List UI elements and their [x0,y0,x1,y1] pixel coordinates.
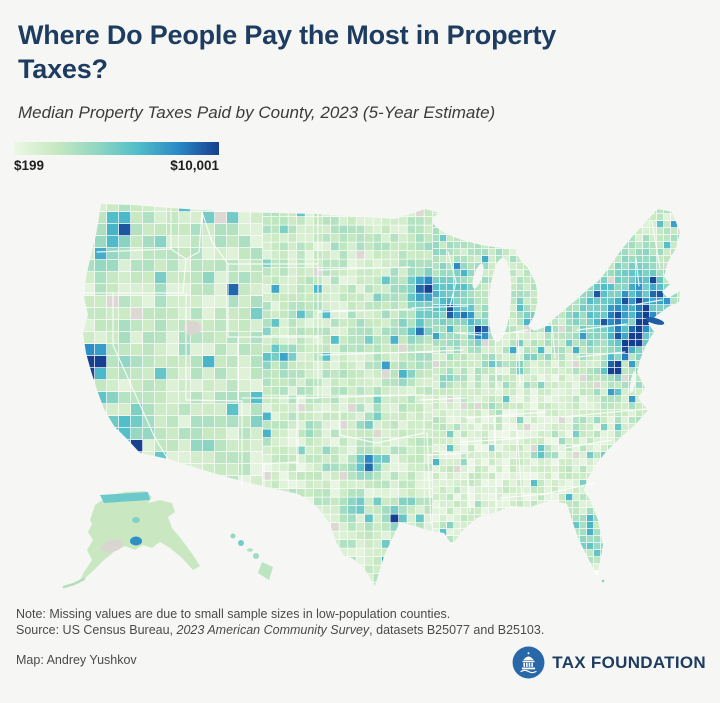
page-subtitle: Median Property Taxes Paid by County, 20… [18,103,496,122]
source-italic: 2023 American Community Survey [176,623,370,637]
source-prefix: Source: US Census Bureau, [16,623,177,637]
legend-labels: $199 $10,001 [14,158,219,173]
legend: $199 $10,001 [14,142,219,173]
legend-gradient-bar [14,142,219,155]
capitol-icon [512,646,545,679]
tax-foundation-logo: TAX FOUNDATION [512,646,706,679]
logo-text: TAX FOUNDATION [552,652,706,672]
legend-max-label: $10,001 [170,158,219,173]
map-credit-text: Map: Andrey Yushkov [16,653,137,667]
source-text: Source: US Census Bureau, 2023 American … [16,622,544,638]
legend-min-label: $199 [14,158,45,173]
note-text: Note: Missing values are due to small sa… [16,607,451,621]
page-title: Where Do People Pay the Most in Property… [18,20,557,84]
source-suffix: , datasets B25077 and B25103. [369,623,545,637]
